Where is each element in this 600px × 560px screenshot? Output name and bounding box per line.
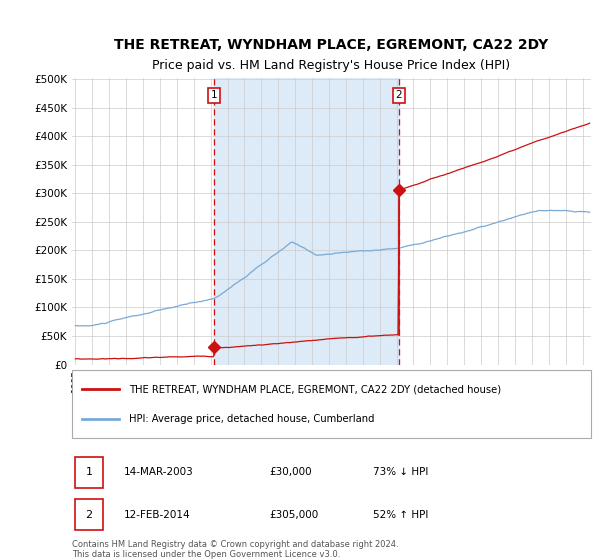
FancyBboxPatch shape	[74, 457, 103, 488]
Text: 2: 2	[395, 90, 402, 100]
Text: 14-MAR-2003: 14-MAR-2003	[124, 468, 194, 478]
Text: £30,000: £30,000	[269, 468, 312, 478]
Text: £305,000: £305,000	[269, 510, 319, 520]
Text: 73% ↓ HPI: 73% ↓ HPI	[373, 468, 428, 478]
Text: 1: 1	[85, 468, 92, 478]
Text: Price paid vs. HM Land Registry's House Price Index (HPI): Price paid vs. HM Land Registry's House …	[152, 59, 511, 72]
Text: 2: 2	[85, 510, 92, 520]
FancyBboxPatch shape	[72, 370, 591, 438]
Bar	[214, 78, 398, 365]
Text: 1: 1	[211, 90, 217, 100]
Text: 12-FEB-2014: 12-FEB-2014	[124, 510, 191, 520]
Text: 52% ↑ HPI: 52% ↑ HPI	[373, 510, 428, 520]
Text: THE RETREAT, WYNDHAM PLACE, EGREMONT, CA22 2DY (detached house): THE RETREAT, WYNDHAM PLACE, EGREMONT, CA…	[129, 384, 501, 394]
Text: THE RETREAT, WYNDHAM PLACE, EGREMONT, CA22 2DY: THE RETREAT, WYNDHAM PLACE, EGREMONT, CA…	[115, 39, 548, 53]
Text: Contains HM Land Registry data © Crown copyright and database right 2024.
This d: Contains HM Land Registry data © Crown c…	[72, 540, 398, 559]
FancyBboxPatch shape	[74, 500, 103, 530]
Text: HPI: Average price, detached house, Cumberland: HPI: Average price, detached house, Cumb…	[129, 414, 374, 424]
